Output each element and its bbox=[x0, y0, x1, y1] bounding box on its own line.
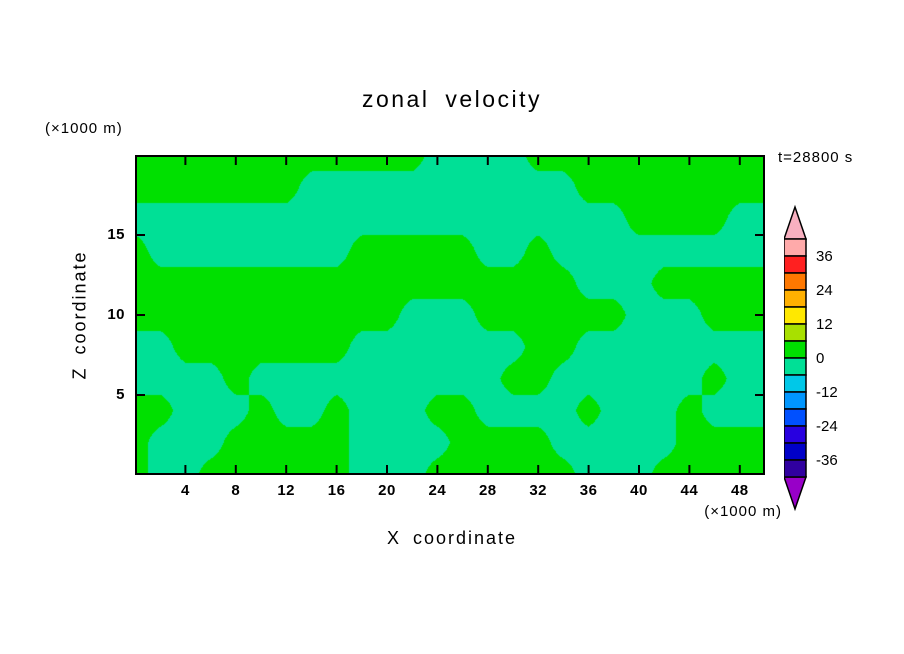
colorbar-segment bbox=[784, 459, 807, 478]
colorbar-segment bbox=[784, 357, 807, 376]
z-tick-label: 10 bbox=[107, 306, 125, 323]
x-tick-label: 28 bbox=[478, 482, 497, 499]
colorbar-tick-label: -24 bbox=[816, 418, 838, 435]
plot-title: zonal velocity bbox=[361, 86, 543, 112]
colorbar-tick-label: 0 bbox=[816, 350, 824, 367]
x-tick-label: 8 bbox=[231, 482, 241, 499]
colorbar-tick-label: 12 bbox=[816, 316, 833, 333]
x-tick-label: 48 bbox=[730, 482, 749, 499]
plot-border bbox=[135, 155, 765, 475]
colorbar-tick-label: 24 bbox=[816, 282, 833, 299]
colorbar-tick-label: -36 bbox=[816, 452, 838, 469]
x-axis-title: X coordinate bbox=[386, 528, 518, 548]
contour-field bbox=[135, 155, 765, 475]
x-tick-label: 40 bbox=[630, 482, 648, 499]
colorbar-tick-label: 36 bbox=[816, 248, 833, 265]
colorbar: 36 24 12 0 -12 -24 -36 bbox=[784, 204, 838, 512]
colorbar-segment bbox=[784, 408, 807, 427]
z-tick-label: 15 bbox=[107, 226, 125, 243]
x-tick-label: 4 bbox=[180, 482, 190, 499]
x-tick-label: 36 bbox=[579, 482, 598, 499]
colorbar-segment bbox=[784, 289, 807, 308]
colorbar-segment bbox=[784, 272, 807, 291]
x-tick-label: 44 bbox=[680, 482, 699, 499]
x-tick-label: 20 bbox=[378, 482, 396, 499]
x-tick-label: 16 bbox=[327, 482, 346, 499]
time-annotation: t=28800 s bbox=[778, 149, 854, 166]
x-tick-label: 24 bbox=[428, 482, 447, 499]
colorbar-tick-label: -12 bbox=[816, 384, 838, 401]
x-tick-label: 12 bbox=[277, 482, 296, 499]
colorbar-upper-arrow bbox=[784, 204, 808, 240]
colorbar-segment bbox=[784, 306, 807, 325]
z-axis-unit-label: (×1000 m) bbox=[45, 120, 123, 137]
colorbar-segment bbox=[784, 255, 807, 274]
x-axis-unit-label: (×1000 m) bbox=[704, 503, 782, 520]
colorbar-segment bbox=[784, 340, 807, 359]
colorbar-lower-arrow bbox=[784, 476, 808, 512]
plot-frame-and-ticks bbox=[135, 155, 765, 475]
z-axis-title: Z coordinate bbox=[69, 250, 90, 380]
x-tick-label: 32 bbox=[529, 482, 548, 499]
colorbar-segment bbox=[784, 323, 807, 342]
colorbar-segment bbox=[784, 425, 807, 444]
colorbar-segment bbox=[784, 374, 807, 393]
contour-plot-area bbox=[135, 155, 765, 475]
colorbar-segment bbox=[784, 442, 807, 461]
colorbar-segment bbox=[784, 238, 807, 257]
z-tick-label: 5 bbox=[116, 386, 125, 403]
colorbar-segment bbox=[784, 391, 807, 410]
